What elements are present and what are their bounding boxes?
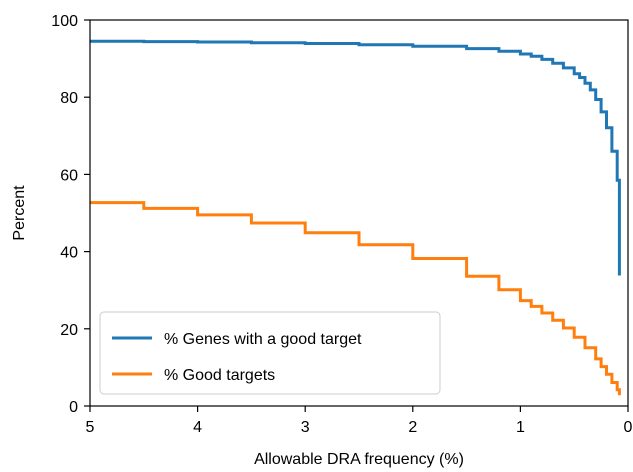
- y-tick-label: 60: [60, 167, 78, 184]
- y-tick-label: 40: [60, 245, 78, 262]
- y-tick-label: 100: [51, 13, 78, 30]
- legend: % Genes with a good target % Good target…: [99, 311, 441, 395]
- x-tick-label: 2: [408, 419, 417, 436]
- series-line-genes: [90, 39, 621, 276]
- y-tick-label: 0: [69, 399, 78, 416]
- series-layer: [90, 39, 621, 396]
- x-tick-label: 0: [624, 419, 633, 436]
- x-tick-label: 1: [516, 419, 525, 436]
- x-axis-label: Allowable DRA frequency (%): [254, 451, 464, 468]
- plot-frame: [89, 19, 629, 407]
- y-tick-label: 20: [60, 322, 78, 339]
- x-tick-label: 5: [86, 419, 95, 436]
- x-tick-label: 4: [193, 419, 202, 436]
- x-tick-label: 3: [301, 419, 310, 436]
- y-tick-label: 80: [60, 90, 78, 107]
- legend-label-targets: % Good targets: [164, 367, 275, 384]
- y-axis-label: Percent: [11, 185, 28, 241]
- legend-frame: [99, 311, 441, 395]
- legend-label-genes: % Genes with a good target: [164, 331, 362, 348]
- series-line-targets: [90, 201, 621, 396]
